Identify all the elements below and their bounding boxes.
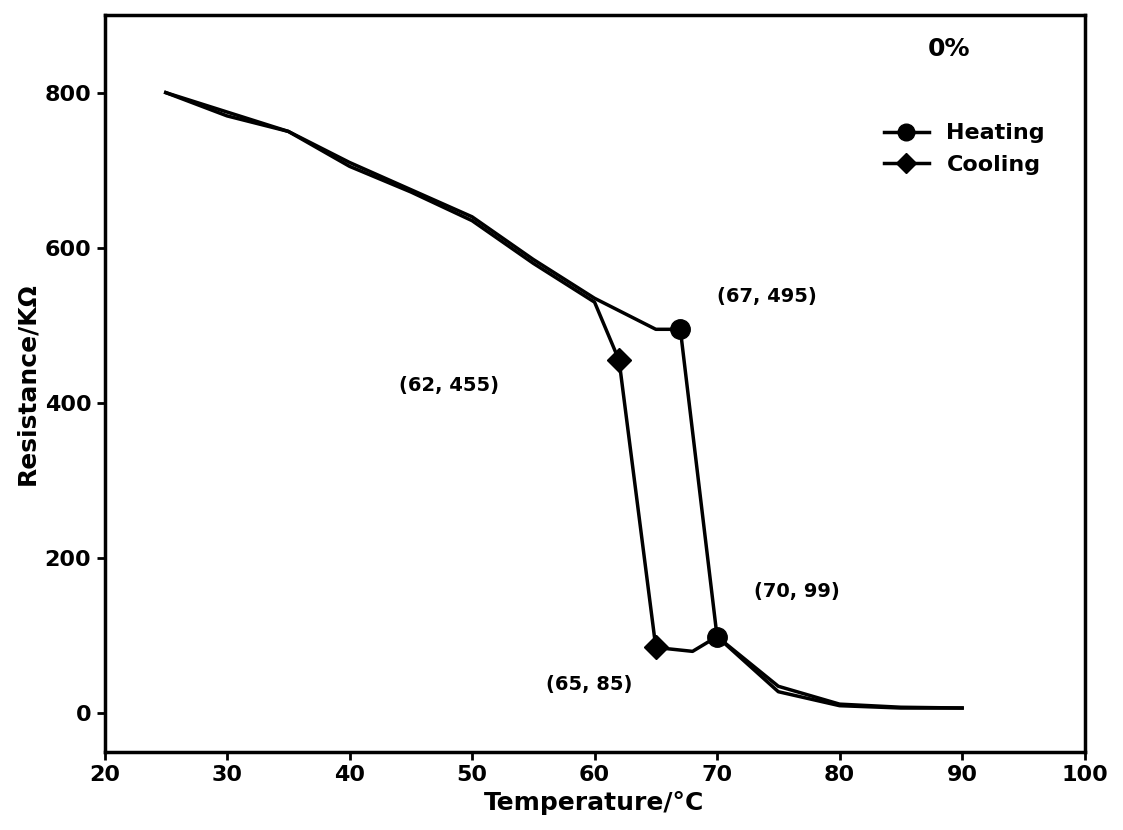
Text: (65, 85): (65, 85) [546,675,632,694]
Text: (70, 99): (70, 99) [754,582,840,601]
Legend: Heating, Cooling: Heating, Cooling [875,115,1053,183]
Y-axis label: Resistance/KΩ: Resistance/KΩ [15,282,39,485]
X-axis label: Temperature/°C: Temperature/°C [484,791,705,815]
Text: 0%: 0% [928,37,970,61]
Text: (67, 495): (67, 495) [718,287,816,306]
Text: (62, 455): (62, 455) [399,376,499,395]
